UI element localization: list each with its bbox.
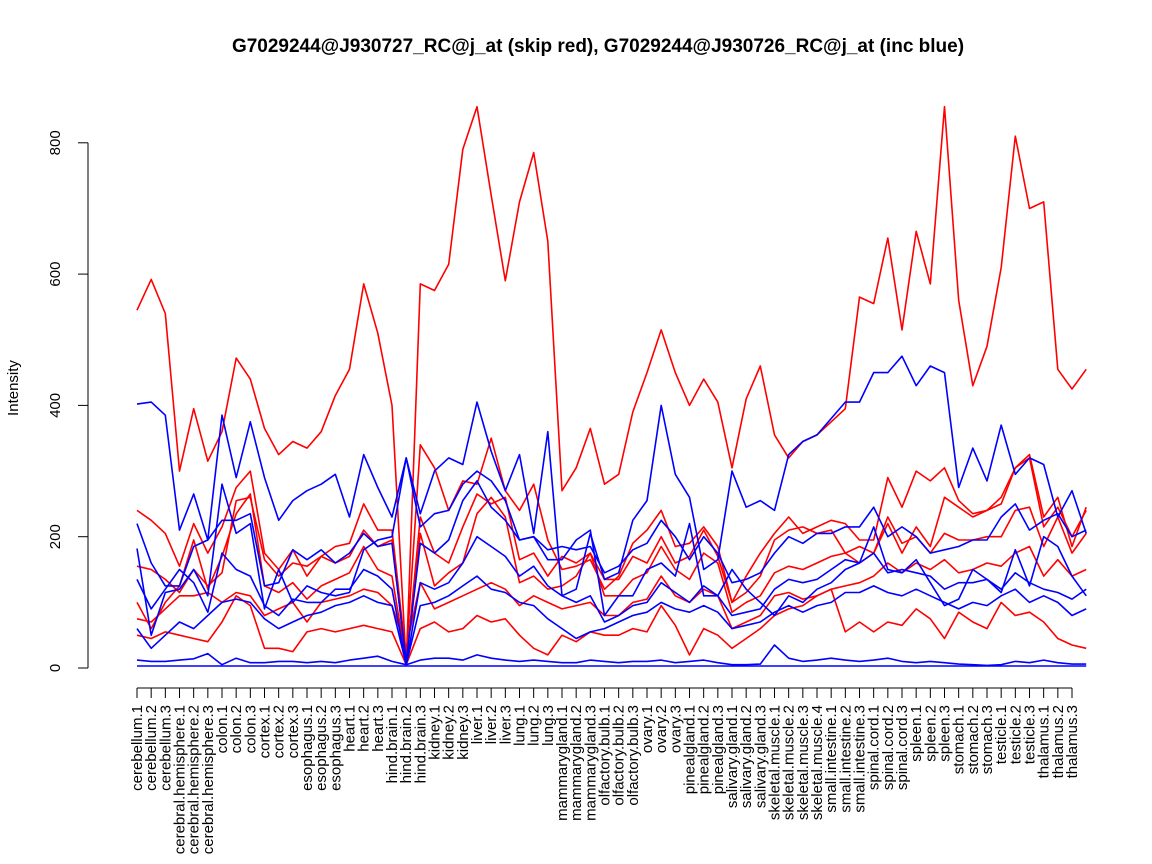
y-axis-label: Intensity — [5, 360, 22, 416]
x-tick-label: small.intestine.1 — [823, 705, 840, 813]
x-tick-label: hind.brain.1 — [384, 705, 401, 783]
x-tick-label: cortex.1 — [257, 705, 274, 758]
series-line-inc — [136, 644, 1087, 667]
x-tick-label: colon.3 — [242, 705, 259, 753]
x-tick-label: spinal.cord.2 — [880, 705, 897, 790]
x-tick-label: esophagus.3 — [327, 705, 344, 791]
x-tick-label: kidney.2 — [441, 705, 458, 760]
x-tick-label: lung.3 — [540, 705, 557, 746]
x-tick-label: cerebral.hemisphere.1 — [172, 705, 189, 854]
x-tick-label: heart.2 — [356, 705, 373, 752]
x-tick-label: pinealgland.2 — [696, 705, 713, 794]
x-tick-label: pinealgland.1 — [682, 705, 699, 794]
x-tick-label: olfactory.bulb.3 — [625, 705, 642, 806]
x-tick-label: testicle.2 — [1007, 705, 1024, 764]
x-tick-label: stomach.3 — [979, 705, 996, 774]
x-tick-label: esophagus.1 — [299, 705, 316, 791]
series-line-inc — [136, 575, 1087, 666]
series-line-skip — [136, 457, 1087, 666]
x-tick-label: cerebellum.3 — [157, 705, 174, 791]
x-tick-label: cortex.3 — [285, 705, 302, 758]
x-tick-label: thalamus.2 — [1050, 705, 1067, 778]
x-tick-label: liver.1 — [469, 705, 486, 744]
series-line-skip — [136, 588, 1087, 666]
x-tick-label: olfactory.bulb.1 — [597, 705, 614, 806]
x-tick-label: colon.1 — [214, 705, 231, 753]
x-tick-label: kidney.3 — [455, 705, 472, 760]
x-tick-label: mammarygland.3 — [582, 705, 599, 821]
chart-title: G7029244@J930727_RC@j_at (skip red), G70… — [232, 36, 964, 57]
x-tick-label: thalamus.3 — [1064, 705, 1081, 778]
x-tick-label: heart.1 — [342, 705, 359, 752]
x-tick-label: cerebral.hemisphere.2 — [186, 705, 203, 854]
x-tick-label: skeletal.muscle.4 — [809, 705, 826, 820]
series-line-skip — [136, 105, 1087, 666]
y-tick-label: 600 — [47, 262, 64, 287]
x-tick-label: cerebellum.1 — [129, 705, 146, 791]
y-tick-label: 400 — [47, 393, 64, 418]
x-tick-label: stomach.1 — [951, 705, 968, 774]
x-tick-label: esophagus.2 — [313, 705, 330, 791]
x-tick-label: salivary.gland.2 — [738, 705, 755, 808]
x-tick-label: testicle.3 — [1022, 705, 1039, 764]
series-line-inc — [136, 480, 1087, 663]
x-tick-label: colon.2 — [228, 705, 245, 753]
x-tick-label: ovary.3 — [667, 705, 684, 753]
x-tick-label: lung.2 — [526, 705, 543, 746]
series-line-skip — [136, 545, 1087, 650]
x-tick-label: lung.1 — [512, 705, 529, 746]
series-layer — [136, 105, 1087, 667]
x-tick-label: liver.3 — [497, 705, 514, 744]
x-tick-label: ovary.2 — [653, 705, 670, 753]
x-tick-label: skeletal.muscle.1 — [767, 705, 784, 820]
x-tick-label: spinal.cord.3 — [894, 705, 911, 790]
series-line-inc — [136, 535, 1087, 666]
x-tick-label: spinal.cord.1 — [866, 705, 883, 790]
y-tick-label: 200 — [47, 524, 64, 549]
x-tick-label: salivary.gland.1 — [724, 705, 741, 808]
x-tick-label: skeletal.muscle.2 — [781, 705, 798, 820]
x-tick-label: cortex.2 — [271, 705, 288, 758]
x-tick-label: spleen.3 — [937, 705, 954, 762]
x-tick-label: small.intestine.3 — [852, 705, 869, 813]
x-tick-label: spleen.1 — [908, 705, 925, 762]
x-tick-label: thalamus.1 — [1036, 705, 1053, 778]
x-tick-label: liver.2 — [483, 705, 500, 744]
x-tick-label: cerebellum.2 — [143, 705, 160, 791]
x-tick-label: skeletal.muscle.3 — [795, 705, 812, 820]
y-axis: 0 200 400 600 800 — [47, 130, 89, 672]
x-tick-label: cerebral.hemisphere.3 — [200, 705, 217, 854]
x-tick-label: olfactory.bulb.2 — [611, 705, 628, 806]
x-tick-label: hind.brain.2 — [398, 705, 415, 783]
x-tick-label: small.intestine.2 — [837, 705, 854, 813]
x-tick-label: kidney.1 — [427, 705, 444, 760]
x-tick-label: mammarygland.2 — [568, 705, 585, 821]
series-line-skip — [136, 437, 1087, 660]
x-tick-label: testicle.1 — [993, 705, 1010, 764]
x-axis: cerebellum.1cerebellum.2cerebellum.3cere… — [129, 687, 1081, 854]
x-tick-label: heart.3 — [370, 705, 387, 752]
y-tick-label: 800 — [47, 130, 64, 155]
x-tick-label: mammarygland.1 — [554, 705, 571, 821]
series-line-inc — [136, 355, 1087, 597]
x-tick-label: pinealgland.3 — [710, 705, 727, 794]
x-tick-label: stomach.2 — [965, 705, 982, 774]
x-tick-label: spleen.2 — [922, 705, 939, 762]
x-tick-label: ovary.1 — [639, 705, 656, 753]
y-tick-label: 0 — [47, 664, 64, 672]
x-tick-label: hind.brain.3 — [412, 705, 429, 783]
x-tick-label: salivary.gland.3 — [752, 705, 769, 808]
